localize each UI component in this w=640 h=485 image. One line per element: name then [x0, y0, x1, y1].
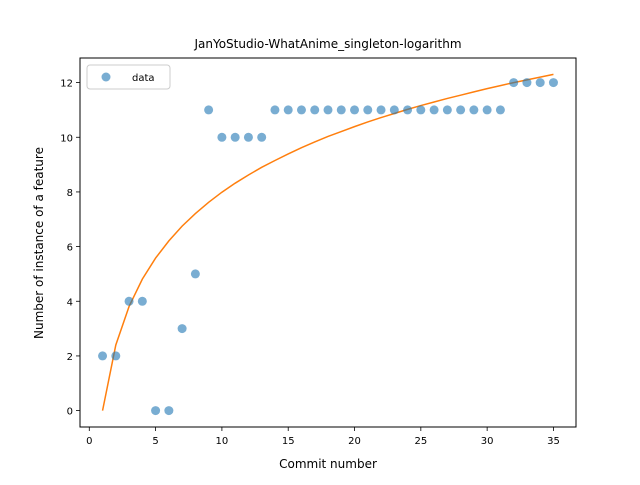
x-tick-label: 35 — [547, 436, 560, 447]
plot-area — [80, 58, 576, 427]
legend: data — [86, 64, 171, 90]
y-axis-label: Number of instance of a feature — [32, 147, 46, 339]
data-point — [363, 105, 373, 115]
data-point — [124, 296, 134, 306]
data-point — [522, 78, 532, 88]
legend-label-data: data — [132, 73, 155, 84]
axes-frame — [79, 57, 577, 428]
data-point — [257, 132, 267, 142]
data-point — [482, 105, 492, 115]
chart-title: JanYoStudio-WhatAnime_singleton-logarith… — [193, 37, 461, 51]
x-tick-label: 20 — [348, 436, 361, 447]
y-tick-label: 2 — [67, 352, 73, 363]
data-point — [243, 132, 253, 142]
data-point — [230, 132, 240, 142]
x-axis-label: Commit number — [279, 457, 377, 471]
data-point — [416, 105, 426, 115]
data-point — [389, 105, 399, 115]
data-point — [376, 105, 386, 115]
data-point — [403, 105, 413, 115]
data-point — [111, 351, 121, 361]
x-tick-label: 25 — [414, 436, 427, 447]
data-point — [217, 132, 227, 142]
y-tick-label: 8 — [67, 188, 73, 199]
data-point — [548, 78, 558, 88]
x-tick-label: 15 — [282, 436, 295, 447]
data-point — [323, 105, 333, 115]
x-axis-ticks: 0 5 10 15 20 25 30 35 — [86, 427, 560, 447]
data-point — [336, 105, 346, 115]
x-tick-label: 0 — [86, 436, 92, 447]
data-point — [283, 105, 293, 115]
data-point — [204, 105, 214, 115]
data-point — [98, 351, 108, 361]
legend-box — [86, 64, 171, 90]
y-tick-label: 6 — [67, 243, 73, 254]
data-point — [137, 296, 147, 306]
fit-curve-layer — [101, 73, 554, 411]
fit-curve-line — [101, 73, 554, 411]
data-point — [495, 105, 505, 115]
data-point — [190, 269, 200, 279]
y-tick-label: 4 — [67, 297, 73, 308]
x-tick-label: 30 — [481, 436, 494, 447]
data-point — [456, 105, 466, 115]
y-axis-ticks: 0 2 4 6 8 10 12 — [60, 79, 80, 418]
data-point — [509, 78, 519, 88]
y-tick-label: 0 — [67, 407, 73, 418]
data-point — [442, 105, 452, 115]
y-tick-label: 10 — [60, 133, 73, 144]
data-point — [310, 105, 320, 115]
data-points-layer — [98, 78, 558, 416]
data-point — [164, 406, 174, 416]
y-tick-label: 12 — [60, 79, 73, 90]
data-point — [151, 406, 161, 416]
data-point — [296, 105, 306, 115]
data-point — [177, 324, 187, 334]
data-point — [469, 105, 479, 115]
data-point — [429, 105, 439, 115]
data-point — [535, 78, 545, 88]
legend-marker-data — [101, 72, 111, 82]
data-point — [270, 105, 280, 115]
x-tick-label: 5 — [152, 436, 158, 447]
data-point — [350, 105, 360, 115]
x-tick-label: 10 — [216, 436, 229, 447]
